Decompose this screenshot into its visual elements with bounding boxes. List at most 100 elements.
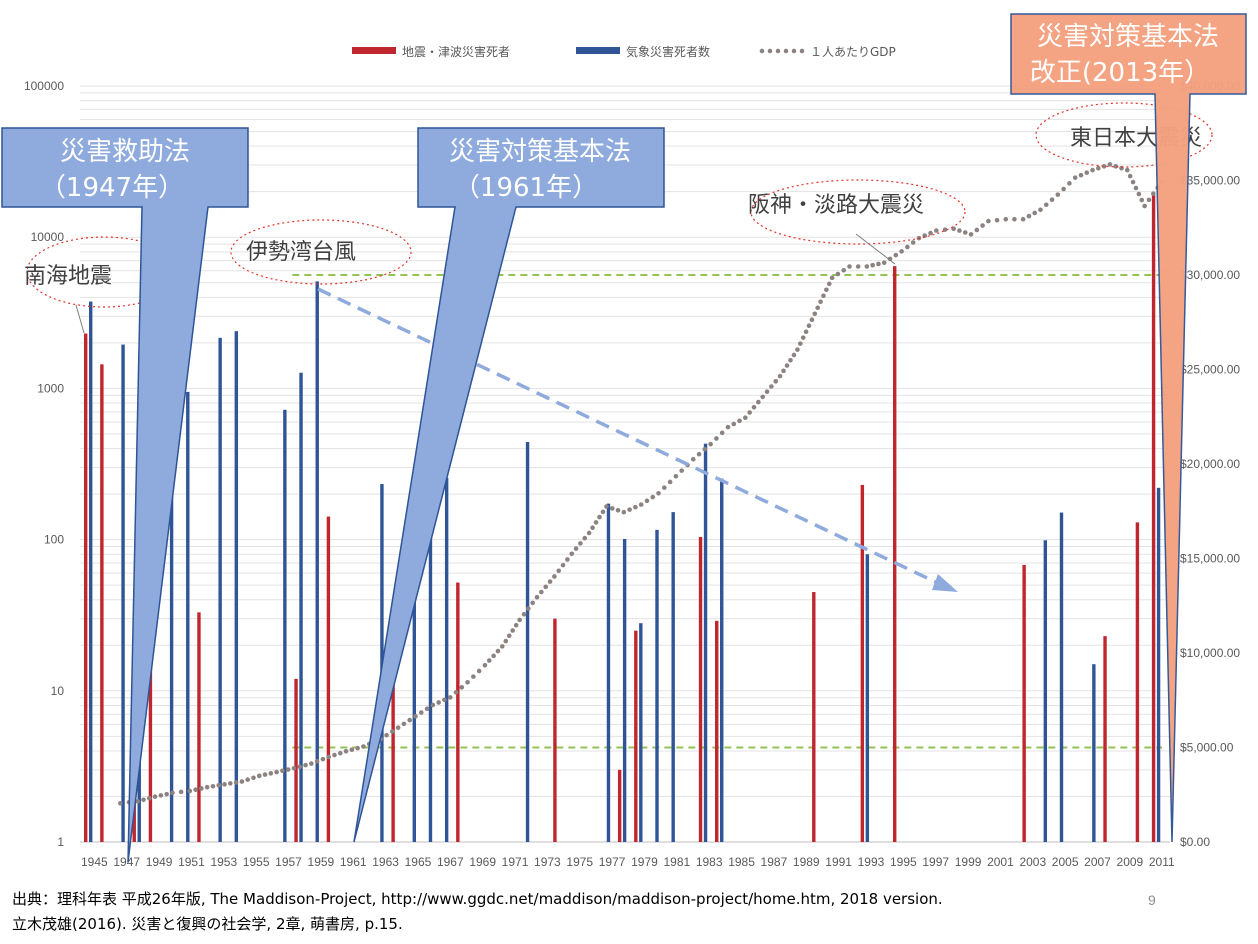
gdp-point [1078, 172, 1084, 178]
gdp-point [228, 781, 233, 786]
gdp-point [491, 653, 496, 659]
gdp-point [1026, 213, 1032, 219]
gdp-point [158, 793, 164, 798]
x-tick-label: 1975 [566, 855, 593, 869]
gdp-point [486, 658, 492, 663]
x-tick-label: 1981 [663, 855, 690, 869]
gdp-point [627, 507, 632, 512]
gdp-point [560, 562, 566, 568]
gdp-point [193, 787, 198, 793]
y-left-tick-label: 100 [44, 533, 64, 547]
x-tick-label: 1985 [728, 855, 755, 869]
gdp-point [1107, 162, 1113, 167]
gdp-point [662, 485, 667, 490]
y-right-tick-label: $20,000.00 [1180, 457, 1240, 471]
gdp-point [204, 784, 210, 790]
gdp-point [1101, 164, 1107, 169]
bar-weather [299, 372, 303, 842]
x-tick-label: 1983 [696, 855, 723, 869]
x-tick-label: 1999 [955, 855, 982, 869]
gdp-point [795, 347, 800, 352]
gdp-point [747, 410, 752, 415]
x-axis: 1945 1947 1949 1951 1953 1955 1957 1959 1961 1963… [81, 855, 1175, 869]
gdp-point [1049, 197, 1055, 203]
gdp-point [847, 264, 852, 269]
gdp-point [826, 281, 832, 287]
gdp-point [818, 299, 823, 305]
y-right-tick-label: $35,000.00 [1180, 174, 1240, 188]
x-tick-label: 2011 [1149, 855, 1175, 869]
gdp-point [534, 594, 540, 600]
x-tick-label: 2005 [1052, 855, 1079, 869]
x-tick-label: 1949 [146, 855, 173, 869]
bar-earthquake [1103, 636, 1107, 842]
gdp-point [881, 260, 887, 266]
bar-earthquake [553, 618, 557, 842]
gdp-point [476, 668, 482, 674]
gdp-point [390, 729, 395, 734]
gdp-point [714, 436, 719, 441]
bar-earthquake [715, 620, 719, 842]
x-tick-label: 1979 [631, 855, 658, 869]
gdp-point [1067, 181, 1072, 186]
gdp-point [876, 261, 881, 267]
gdp-point [731, 421, 737, 427]
bar-earthquake [617, 769, 622, 842]
gdp-point [974, 227, 980, 233]
gdp-point [597, 514, 602, 520]
y-axis-right: $0.00 $5,000.00 $10,000.00 $15,000.00 $20,00… [1180, 79, 1240, 849]
gdp-point [239, 779, 245, 784]
gdp-point [673, 473, 679, 479]
gdp-point [667, 479, 673, 485]
x-tick-label: 1959 [308, 855, 335, 869]
gdp-point [1139, 197, 1145, 203]
gdp-point [756, 399, 761, 405]
x-tick-label: 1953 [210, 855, 237, 869]
gdp-point [280, 768, 285, 774]
gdp-point [590, 525, 595, 530]
gdp-point [465, 679, 470, 685]
bar-earthquake [456, 582, 460, 842]
gdp-point [297, 764, 303, 770]
gdp-point [424, 706, 430, 712]
gdp-point [593, 520, 599, 525]
bar-weather [671, 512, 675, 842]
x-tick-label: 2003 [1019, 855, 1046, 869]
x-tick-label: 1997 [922, 855, 949, 869]
gdp-point [809, 317, 815, 323]
bar-weather [283, 409, 287, 842]
source-line-2: 立木茂雄(2016). 災害と復興の社会学, 2章, 萌書房, p.15. [12, 915, 403, 933]
gdp-point [764, 389, 770, 395]
gdp-point [309, 761, 314, 766]
bar-earthquake [1151, 195, 1156, 842]
gdp-point [355, 745, 360, 751]
gdp-point [777, 373, 783, 379]
event-label-hanshin: 阪神・淡路大震災 [748, 193, 924, 218]
bar-weather [89, 301, 93, 842]
gdp-point [326, 754, 331, 760]
x-tick-label: 1973 [534, 855, 561, 869]
gdp-point [994, 217, 1000, 223]
gdp-point [447, 695, 453, 700]
gdp-point [784, 363, 790, 368]
event-label-nankai: 南海地震 [24, 264, 112, 289]
gdp-point [517, 617, 522, 623]
bar-earthquake [197, 612, 201, 842]
gdp-point [1055, 192, 1061, 197]
gdp-point [815, 305, 820, 311]
gdp-point [274, 769, 279, 775]
x-tick-label: 1955 [243, 855, 270, 869]
gdp-point [539, 589, 544, 595]
gdp-point [798, 341, 803, 346]
gdp-point [781, 368, 786, 374]
gdp-point [644, 498, 650, 504]
gdp-point [521, 611, 527, 617]
gdp-point [893, 252, 899, 258]
gdp-point [513, 622, 519, 628]
gdp-point [256, 773, 262, 779]
gdp-point [135, 799, 141, 804]
gdp-point [829, 275, 835, 281]
gdp-point [812, 311, 818, 317]
x-tick-label: 1965 [405, 855, 432, 869]
gdp-point [821, 293, 826, 299]
